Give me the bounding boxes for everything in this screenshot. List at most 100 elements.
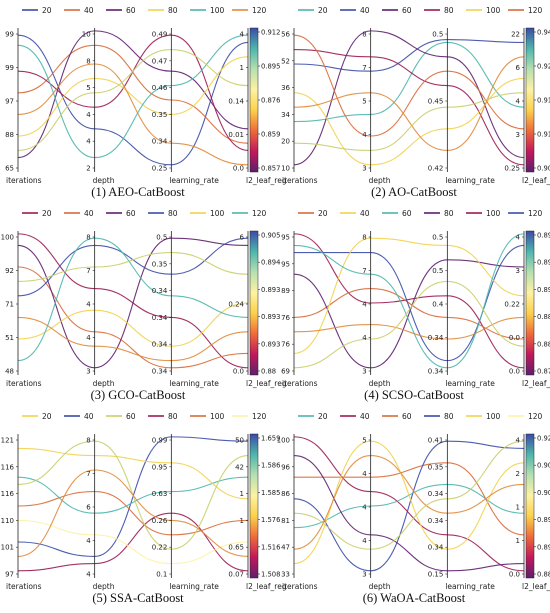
legend-label: 20: [42, 412, 52, 421]
series-lines: [293, 233, 525, 369]
tick-label: 4: [86, 301, 91, 309]
tick-label: 4: [86, 138, 91, 146]
tick-label: 5: [362, 437, 366, 445]
legend-label: 80: [168, 412, 178, 421]
tick-label: 0.4: [432, 301, 444, 309]
tick-label: 96: [281, 463, 290, 471]
legend-label: 40: [360, 6, 370, 15]
colorbar-tick-label: 0.893: [261, 286, 280, 294]
colorbar-tick-label: 0.893: [261, 340, 280, 348]
tick-label: 4: [516, 437, 521, 445]
tick-label: 4: [362, 301, 367, 309]
tick-label: 65: [5, 165, 14, 173]
series-line: [293, 34, 525, 137]
colorbar-tick-label: 1.585: [261, 489, 280, 497]
tick-label: 52: [281, 57, 290, 65]
series-line: [293, 483, 525, 529]
legend-label: 80: [168, 6, 178, 15]
series-line: [17, 237, 249, 362]
colorbar-gradient: [249, 27, 259, 173]
panel-caption: (1) AEO-CatBoost: [91, 185, 185, 199]
tick-label: 97: [5, 98, 14, 106]
axis-l2-leaf-reg: 430.220.00.0l2_leaf_reg: [504, 231, 550, 388]
series-line: [293, 288, 525, 340]
axis-label: l2_leaf_reg: [246, 379, 287, 388]
tick-label: 0.22: [152, 544, 168, 552]
panel-5: 20 40 60 80 100 12012111611611010197iteration…: [1, 412, 287, 605]
tick-label: 0.07: [228, 571, 244, 579]
colorbar-tick-label: 0.946: [537, 29, 550, 37]
colorbar-tick-label: 0.88: [537, 571, 550, 579]
tick-label: 0.34: [152, 368, 168, 376]
series-line: [17, 233, 249, 369]
colorbar-tick-label: 0.897: [537, 259, 550, 267]
legend-label: 20: [318, 6, 328, 15]
series-line: [293, 38, 525, 72]
tick-label: 0.42: [428, 165, 444, 173]
colorbar-tick-label: 0.894: [261, 259, 280, 267]
series-line: [17, 237, 249, 369]
series-line: [17, 436, 249, 557]
tick-label: 20: [281, 138, 290, 146]
colorbar-tick-label: 0.857: [261, 165, 280, 173]
legend: 20 40 60 80 100 120: [22, 412, 267, 421]
legend-label: 80: [444, 412, 454, 421]
tick-label: 56: [281, 31, 290, 39]
series-line: [17, 512, 249, 572]
tick-label: 101: [1, 544, 14, 552]
tick-label: 0.0: [509, 571, 520, 579]
series-line: [17, 469, 249, 557]
series-line: [17, 34, 249, 159]
tick-label: 51: [5, 334, 14, 342]
series-line: [17, 252, 249, 282]
series-line: [293, 92, 525, 151]
series-line: [17, 302, 249, 347]
tick-label: 42: [235, 463, 244, 471]
tick-label: 8: [362, 31, 366, 39]
tick-label: 4: [362, 537, 367, 545]
series-line: [17, 440, 249, 550]
tick-label: 1: [240, 64, 244, 72]
legend-label: 120: [528, 6, 543, 15]
axis-label: iterations: [6, 176, 42, 185]
series-line: [17, 491, 249, 536]
tick-label: 1: [516, 504, 520, 512]
tick-label: 3: [516, 267, 520, 275]
axis-label: iterations: [6, 379, 42, 388]
tick-label: 4: [362, 504, 367, 512]
tick-label: 0.35: [152, 260, 168, 268]
tick-label: 3: [362, 571, 366, 579]
colorbar-tick-label: 0.876: [261, 97, 280, 105]
series-line: [17, 237, 249, 297]
axis-label: learning_rate: [169, 176, 219, 185]
series-line: [17, 34, 249, 151]
series-line: [17, 44, 249, 144]
legend-label: 20: [42, 6, 52, 15]
colorbar-tick-label: 1.516: [261, 543, 280, 551]
colorbar: 0.905 0.894 0.893 0.893 0.893 0.88: [249, 230, 280, 376]
tick-label: 0.41: [428, 437, 444, 445]
colorbar-tick-label: 0.908: [537, 462, 550, 470]
tick-label: 1: [240, 490, 244, 498]
tick-label: 33: [281, 571, 290, 579]
tick-label: 0.5: [432, 267, 443, 275]
axis-label: l2_leaf_reg: [522, 379, 550, 388]
colorbar: 1.659 1.586 1.585 1.576 1.516 1.508: [249, 433, 280, 579]
legend-label: 60: [126, 6, 136, 15]
axis-label: l2_leaf_reg: [522, 582, 550, 591]
axis-label: l2_leaf_reg: [246, 176, 287, 185]
tick-label: 8: [362, 234, 366, 242]
axis-label: learning_rate: [445, 582, 495, 591]
axis-l2-leaf-reg: 4 1 0.14 0.01 0.0l2_leaf_reg: [228, 28, 287, 185]
axis-label: l2_leaf_reg: [522, 176, 550, 185]
legend-label: 100: [210, 412, 225, 421]
axis-label: learning_rate: [445, 176, 495, 185]
tick-label: 22: [511, 31, 520, 39]
tick-label: 97: [5, 571, 14, 579]
tick-label: 0.99: [152, 437, 168, 445]
tick-label: 71: [5, 301, 14, 309]
axis-iterations: 99 99 97 88 65 iterations: [5, 28, 42, 185]
